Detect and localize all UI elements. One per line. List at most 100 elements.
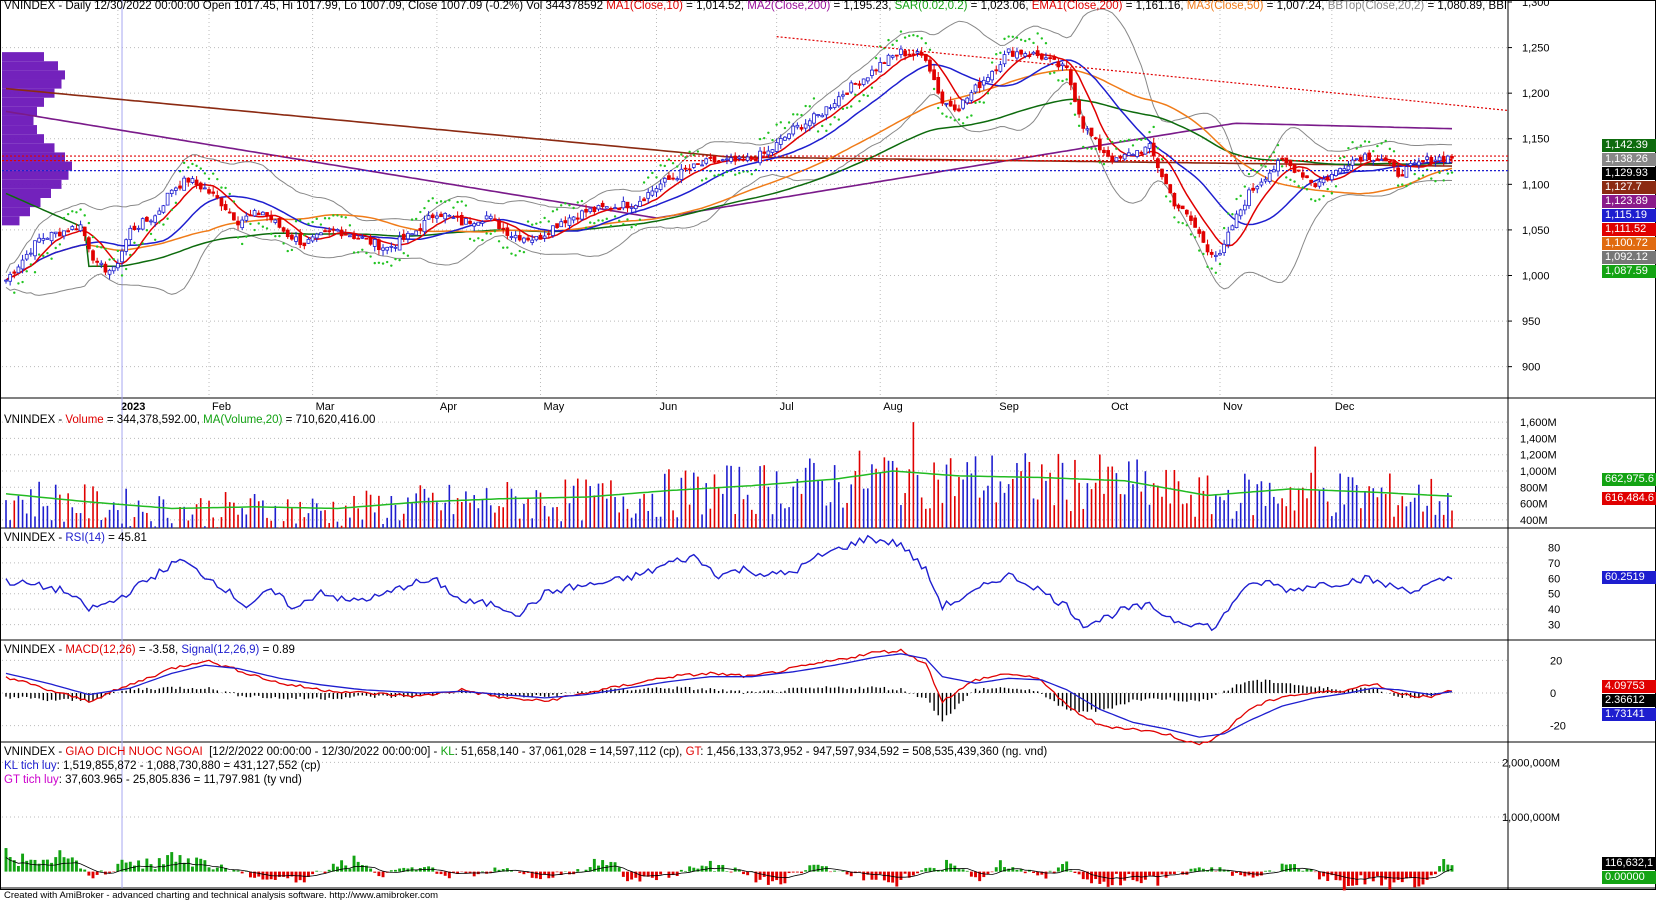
candle-body bbox=[874, 69, 878, 72]
candle-body bbox=[522, 237, 526, 243]
candle-body bbox=[787, 133, 791, 139]
foreign-net-bar bbox=[501, 869, 505, 872]
candle-body bbox=[1313, 183, 1318, 188]
candle-body bbox=[1367, 152, 1371, 161]
candle-body bbox=[153, 215, 158, 223]
foreign-net-bar bbox=[224, 867, 228, 872]
foreign-net-bar bbox=[642, 871, 646, 877]
candle-body bbox=[530, 239, 535, 243]
header-text: = 344,378,592.00, bbox=[103, 414, 204, 426]
sar-dot bbox=[1032, 41, 1035, 45]
sar-dot bbox=[1227, 212, 1230, 215]
candle-body bbox=[957, 108, 961, 112]
month-label: Sep bbox=[999, 401, 1019, 413]
macd-axis-label: -20 bbox=[1550, 721, 1566, 733]
foreign-net-bar bbox=[66, 858, 70, 872]
candle-body bbox=[683, 167, 688, 170]
sar-dot bbox=[638, 218, 642, 221]
candle-body bbox=[401, 233, 406, 240]
candle-body bbox=[928, 59, 932, 72]
sar-dot bbox=[1164, 195, 1168, 198]
sar-dot bbox=[887, 38, 890, 42]
candle-body bbox=[878, 62, 883, 73]
sar-dot bbox=[941, 112, 944, 115]
header-text: = 0.89 bbox=[259, 644, 295, 656]
sar-dot bbox=[866, 94, 869, 98]
foreign-net-bar bbox=[1363, 871, 1367, 885]
sar-dot bbox=[908, 34, 911, 38]
sar-dot bbox=[265, 227, 269, 230]
foreign-net-bar bbox=[468, 871, 472, 874]
foreign-net-bar bbox=[25, 860, 29, 872]
candle-body bbox=[484, 215, 489, 220]
candle-body bbox=[1251, 187, 1255, 191]
foreign-net-bar bbox=[986, 871, 990, 875]
candle-body bbox=[990, 70, 994, 81]
volume-axis-label: 800M bbox=[1520, 482, 1548, 494]
sar-dot bbox=[1123, 139, 1126, 143]
volume-profile-bar bbox=[2, 52, 44, 62]
foreign-net-bar bbox=[982, 871, 986, 878]
candle-body bbox=[157, 210, 162, 215]
sar-dot bbox=[66, 212, 70, 216]
sar-dot bbox=[663, 164, 666, 168]
sar-dot bbox=[203, 172, 207, 175]
foreign-net-bar bbox=[895, 871, 899, 887]
sar-dot bbox=[721, 174, 724, 177]
candle-body bbox=[973, 84, 978, 93]
candle-body bbox=[944, 102, 949, 105]
sar-dot bbox=[874, 56, 878, 60]
month-label: Jul bbox=[780, 401, 794, 413]
price-axis-label: 1,200 bbox=[1522, 88, 1550, 100]
sar-dot bbox=[373, 261, 376, 265]
candle-body bbox=[1280, 157, 1284, 160]
foreign-net-bar bbox=[617, 867, 621, 872]
sar-dot bbox=[327, 217, 331, 220]
sar-dot bbox=[199, 167, 202, 170]
foreign-net-bar bbox=[671, 871, 675, 876]
foreign-net-bar bbox=[1098, 871, 1102, 884]
sar-dot bbox=[1048, 72, 1052, 75]
sar-dot bbox=[108, 258, 111, 261]
foreign-net-bar bbox=[696, 868, 700, 872]
sar-dot bbox=[448, 199, 451, 202]
price-panel-header: VNINDEX - Daily 12/30/2022 00:00:00 Open… bbox=[4, 0, 1507, 12]
candle-body bbox=[269, 214, 274, 221]
candle-body bbox=[1139, 151, 1144, 154]
sar-dot bbox=[336, 214, 339, 217]
foreign-net-bar bbox=[497, 869, 501, 872]
sar-dot bbox=[1135, 138, 1139, 141]
foreign-net-bar bbox=[1218, 867, 1222, 872]
foreign-net-bar bbox=[481, 871, 484, 872]
candle-body bbox=[832, 103, 837, 108]
candle-body bbox=[1193, 217, 1197, 228]
price-value-badge: 1,138.26 bbox=[1602, 153, 1656, 167]
candle-body bbox=[977, 81, 982, 89]
candle-body bbox=[1093, 137, 1098, 140]
sar-dot bbox=[452, 206, 455, 209]
foreign-net-bar bbox=[1425, 871, 1429, 880]
sar-dot bbox=[974, 101, 977, 105]
header-text: GT tich luy bbox=[4, 774, 59, 786]
sar-dot bbox=[42, 254, 45, 258]
candle-body bbox=[418, 228, 423, 231]
candle-body bbox=[389, 245, 394, 248]
macd-value-badge: 2.36612 bbox=[1602, 693, 1656, 707]
foreign-net-bar bbox=[1442, 859, 1446, 872]
sar-dot bbox=[837, 118, 840, 121]
sar-dot bbox=[1289, 178, 1292, 182]
foreign-net-bar bbox=[522, 871, 526, 875]
sar-dot bbox=[1222, 226, 1226, 230]
foreign-net-bar bbox=[949, 863, 953, 872]
candle-body bbox=[1089, 127, 1094, 137]
sar-dot bbox=[696, 150, 700, 153]
sar-dot bbox=[1177, 221, 1180, 224]
candle-body bbox=[186, 177, 191, 183]
candle-body bbox=[836, 96, 841, 107]
candle-body bbox=[439, 213, 443, 218]
candle-body bbox=[745, 156, 750, 161]
candle-body bbox=[468, 220, 472, 224]
foreign-net-bar bbox=[132, 865, 136, 872]
sar-dot bbox=[1305, 188, 1309, 191]
volume-panel-header: VNINDEX - Volume = 344,378,592.00, MA(Vo… bbox=[4, 414, 375, 426]
